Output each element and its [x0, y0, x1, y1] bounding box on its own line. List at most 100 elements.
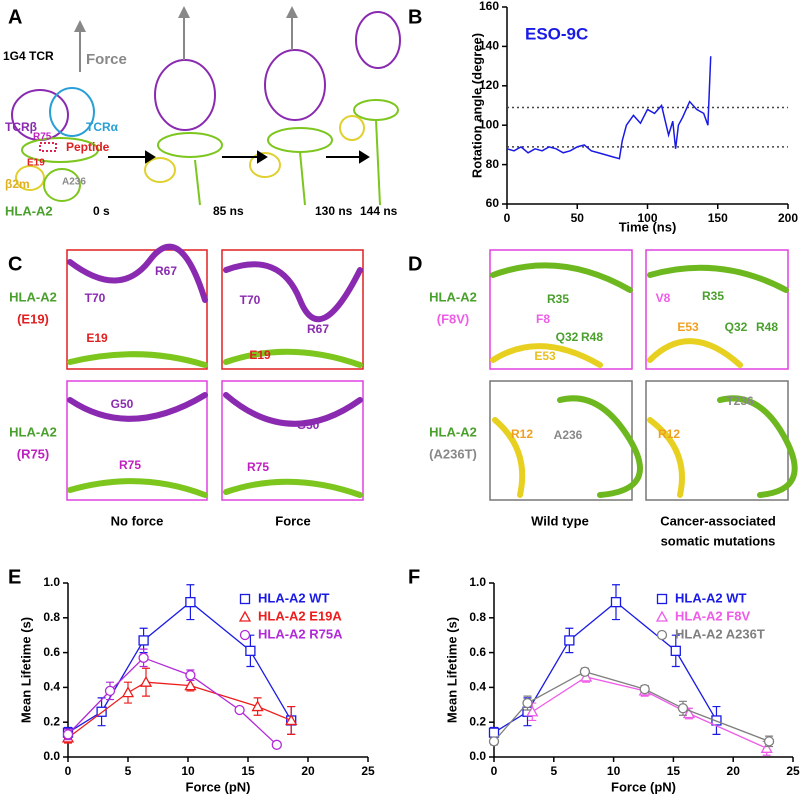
x-tick-label: 20	[727, 764, 741, 778]
residue-label: R35	[702, 289, 724, 303]
data-point	[271, 739, 282, 750]
x-axis-label: Force (pN)	[186, 779, 251, 794]
label: Force	[86, 51, 127, 68]
residue-label: E19	[86, 331, 108, 345]
residue-label: T70	[240, 293, 261, 307]
data-point	[185, 670, 196, 681]
label: A236	[62, 177, 86, 188]
residue-label: R67	[155, 264, 177, 278]
residue-label: V8	[656, 291, 671, 305]
legend-marker	[238, 610, 252, 622]
y-tick-label: 60	[486, 196, 500, 210]
data-point	[670, 645, 681, 657]
y-tick-label: 0.8	[469, 610, 486, 624]
data-point	[285, 714, 298, 726]
data-point	[763, 736, 775, 747]
caption: Force	[275, 513, 310, 528]
x-tick-label: 50	[571, 211, 585, 225]
series-line	[67, 601, 292, 734]
label: HLA-A2	[429, 424, 477, 439]
caption: somatic mutations	[661, 533, 776, 548]
residue-label: Q32	[556, 330, 579, 344]
structure-illustrations	[11, 6, 401, 206]
label: Peptide	[66, 140, 110, 154]
y-axis-label: Mean Lifetime (s)	[18, 617, 33, 723]
residue-label: E53	[534, 349, 556, 363]
residue-label: A236	[554, 428, 583, 442]
y-tick-label: 0.6	[43, 645, 60, 659]
x-tick-label: 0	[65, 764, 72, 778]
residue-label: R67	[307, 322, 329, 336]
panel-letter: D	[408, 253, 422, 275]
residue-label: T70	[85, 291, 106, 305]
series-line	[67, 681, 292, 739]
y-axis-label: Mean Lifetime (s)	[444, 617, 459, 723]
y-tick-label: 1.0	[43, 575, 60, 589]
series-line	[493, 601, 718, 734]
data-point	[564, 635, 575, 646]
data-point	[526, 705, 539, 717]
data-point	[185, 596, 196, 608]
panel-letter: B	[408, 6, 422, 28]
legend-label: HLA-A2 F8V	[675, 608, 750, 623]
x-tick-label: 15	[667, 764, 681, 778]
residue-label: E19	[249, 348, 271, 362]
legend-label: HLA-A2 A236T	[675, 626, 765, 641]
legend-label: HLA-A2 WT	[258, 590, 330, 605]
residue-label: R75	[119, 458, 141, 472]
data-point	[677, 703, 689, 714]
data-point	[62, 729, 74, 740]
x-tick-label: 100	[637, 211, 657, 225]
residue-label: R12	[658, 427, 680, 441]
caption: No force	[111, 513, 164, 528]
x-tick-label: 10	[181, 764, 195, 778]
residue-label: E53	[677, 320, 699, 334]
label: 144 ns	[360, 204, 398, 218]
legend-label: HLA-A2 WT	[675, 590, 747, 605]
panel-letter: E	[8, 566, 21, 588]
data-point	[138, 652, 149, 663]
panel-letter: C	[8, 253, 22, 275]
caption: Cancer-associated	[660, 513, 776, 528]
data-line	[506, 56, 712, 160]
x-tick-label: 25	[786, 764, 800, 778]
data-point	[121, 686, 135, 698]
y-tick-label: 140	[479, 39, 499, 53]
x-tick-label: 0	[491, 764, 498, 778]
label: 85 ns	[213, 204, 244, 218]
label: (R75)	[17, 446, 50, 461]
label: 130 ns	[315, 204, 353, 218]
label: TCRβ	[5, 120, 37, 134]
annotation: ESO-9C	[525, 24, 588, 43]
y-tick-label: 0.2	[469, 714, 486, 728]
x-tick-label: 5	[550, 764, 557, 778]
x-tick-label: 0	[504, 211, 511, 225]
x-axis-label: Force (pN)	[611, 779, 676, 794]
legend-label: HLA-A2 E19A	[258, 608, 342, 623]
data-point	[184, 679, 197, 691]
legend-marker	[656, 593, 668, 605]
label: HLA-A2	[9, 424, 57, 439]
y-tick-label: 1.0	[469, 575, 486, 589]
residue-label: G50	[111, 397, 134, 411]
series-line	[67, 657, 278, 746]
data-point	[639, 683, 650, 695]
residue-label: G50	[297, 418, 320, 432]
data-point	[579, 666, 591, 677]
y-tick-label: 0.0	[469, 749, 486, 763]
legend-label: HLA-A2 R75A	[258, 626, 343, 641]
y-tick-label: 0.0	[43, 749, 60, 763]
data-point	[488, 736, 500, 747]
panel-letter: A	[8, 6, 22, 28]
ribbons	[67, 243, 798, 498]
y-tick-label: 100	[479, 117, 499, 131]
label: (E19)	[17, 311, 49, 326]
residue-label: F8	[536, 312, 550, 326]
label: R75	[33, 132, 52, 143]
legend-marker	[656, 629, 668, 641]
label: E19	[27, 158, 45, 169]
x-tick-label: 15	[241, 764, 255, 778]
data-point	[104, 685, 116, 697]
residue-label: R48	[581, 330, 603, 344]
